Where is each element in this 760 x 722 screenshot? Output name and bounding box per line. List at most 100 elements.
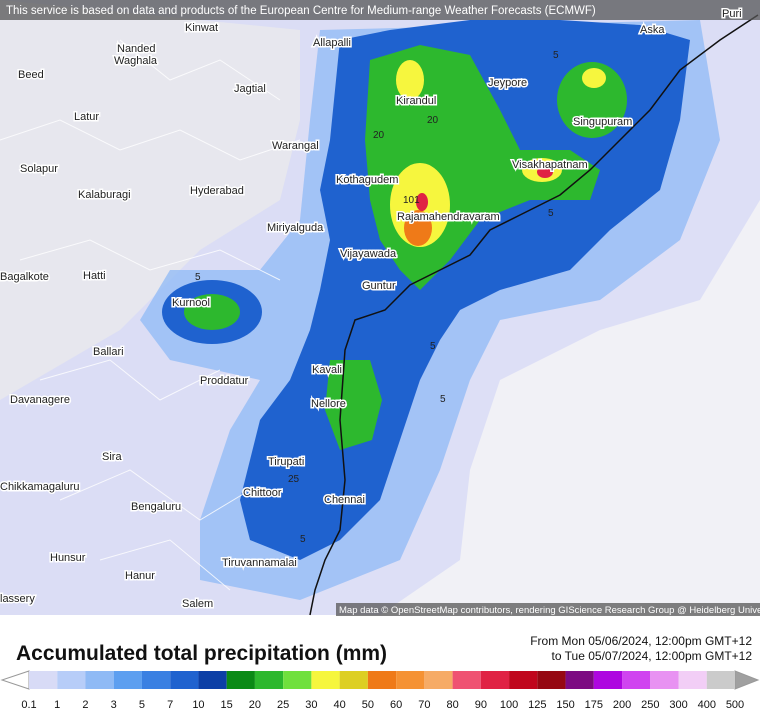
- place-label: Hyderabad: [190, 185, 244, 197]
- legend-swatch: [396, 671, 425, 689]
- notice: This service is based on data and produc…: [6, 5, 596, 17]
- legend-swatch: [339, 671, 368, 689]
- legend-tick-label: 5: [139, 699, 145, 711]
- legend-swatch: [509, 671, 538, 689]
- place-label: Bengaluru: [131, 501, 181, 513]
- rain-50: [404, 210, 432, 246]
- coastline: [309, 14, 759, 616]
- place-label: Chikkamagaluru: [0, 481, 79, 493]
- legend-tick-label: 40: [334, 699, 346, 711]
- legend-tick-label: 15: [221, 699, 233, 711]
- legend-tick-label: 25: [277, 699, 289, 711]
- legend-tick-label: 90: [475, 699, 487, 711]
- legend-swatch: [29, 671, 58, 689]
- place-label: Ballari: [93, 346, 124, 358]
- legend-swatch: [57, 671, 86, 689]
- rain-20: [557, 62, 627, 138]
- legend-tick-label: 100: [500, 699, 518, 711]
- place-label: Jagtial: [234, 83, 266, 95]
- period-to: to Tue 05/07/2024, 12:00pm GMT+12: [552, 649, 753, 663]
- legend-tick-label: 20: [249, 699, 261, 711]
- legend-tick-label: 300: [669, 699, 687, 711]
- legend-tick-label: 125: [528, 699, 546, 711]
- place-label: Kirandul: [396, 95, 436, 107]
- place-label: Davanagere: [10, 394, 70, 406]
- rain-90: [416, 193, 428, 211]
- legend-swatch: [85, 671, 114, 689]
- place-label: Vijayawada: [340, 248, 397, 260]
- place-label: Jeypore: [488, 77, 527, 89]
- legend-tick-label: 175: [585, 699, 603, 711]
- legend-tick-label: 400: [698, 699, 716, 711]
- place-label: Kavali: [312, 364, 342, 376]
- place-label: Singupuram: [573, 116, 632, 128]
- legend-swatch: [678, 671, 707, 689]
- place-label: Waghala: [114, 55, 158, 67]
- place-label: Kothagudem: [336, 174, 398, 186]
- place-label: Visakhapatnam: [512, 159, 588, 171]
- legend-tick-label: 7: [167, 699, 173, 711]
- legend-tick-label: 250: [641, 699, 659, 711]
- legend-swatch: [424, 671, 453, 689]
- legend-tick-label: 10: [192, 699, 204, 711]
- legend-tick-label: 150: [556, 699, 574, 711]
- contour-label: 5: [548, 208, 554, 219]
- place-label: lassery: [0, 593, 35, 605]
- place-label: Kinwat: [185, 22, 218, 34]
- contour-label: 20: [373, 130, 385, 141]
- contour-label: 5: [440, 394, 446, 405]
- legend-tick-label: 0.1: [21, 699, 36, 711]
- place-label: Beed: [18, 69, 44, 81]
- legend-swatch: [283, 671, 312, 689]
- place-label: Sira: [102, 451, 122, 463]
- place-label: Hatti: [83, 270, 106, 282]
- place-label: Allapalli: [313, 37, 351, 49]
- place-label: Bagalkote: [0, 271, 49, 283]
- place-label: Salem: [182, 598, 213, 610]
- place-label: Guntur: [362, 280, 396, 292]
- legend-tick-label: 70: [418, 699, 430, 711]
- legend-swatch: [480, 671, 510, 689]
- contour-label: 101: [403, 195, 420, 206]
- rain-20: [325, 360, 382, 450]
- place-label: Rajamahendravaram: [397, 211, 500, 223]
- period-from: From Mon 05/06/2024, 12:00pm GMT+12: [530, 634, 752, 648]
- rain-30: [582, 68, 606, 88]
- legend-tick-label: 80: [446, 699, 458, 711]
- place-label: Puri: [722, 8, 742, 20]
- district-borders: [0, 39, 301, 591]
- place-label: Nellore: [311, 398, 346, 410]
- legend-swatch: [198, 671, 227, 689]
- legend-tick-label: 500: [726, 699, 744, 711]
- rain-30: [396, 60, 424, 100]
- place-label: Tiruvannamalai: [222, 557, 297, 569]
- attribution: Map data © OpenStreetMap contributors, r…: [339, 605, 760, 616]
- legend-tick-label: 2: [82, 699, 88, 711]
- place-label: Latur: [74, 111, 99, 123]
- legend-swatch: [622, 671, 651, 689]
- legend-tick-label: 1: [54, 699, 60, 711]
- legend-swatch: [254, 671, 284, 689]
- legend-swatch: [367, 671, 397, 689]
- contour-label: 20: [427, 115, 439, 126]
- place-label: Miriyalguda: [267, 222, 324, 234]
- place-label: Hunsur: [50, 552, 86, 564]
- place-label: Nanded: [117, 43, 156, 55]
- contour-label: 5: [195, 272, 201, 283]
- place-label: Chittoor: [243, 487, 282, 499]
- contour-label: 5: [430, 341, 436, 352]
- place-label: Warangal: [272, 140, 319, 152]
- legend-tick-label: 200: [613, 699, 631, 711]
- place-label: Tirupati: [268, 456, 304, 468]
- notice-bar: [0, 0, 760, 20]
- legend-swatch: [226, 671, 255, 689]
- contour-label: 5: [300, 534, 306, 545]
- legend-tick-label: 50: [362, 699, 374, 711]
- rain-90: [537, 166, 553, 178]
- legend-tick-label: 60: [390, 699, 402, 711]
- legend-tick-label: 30: [305, 699, 317, 711]
- contour-label: 25: [288, 474, 300, 485]
- legend-swatch: [650, 671, 679, 689]
